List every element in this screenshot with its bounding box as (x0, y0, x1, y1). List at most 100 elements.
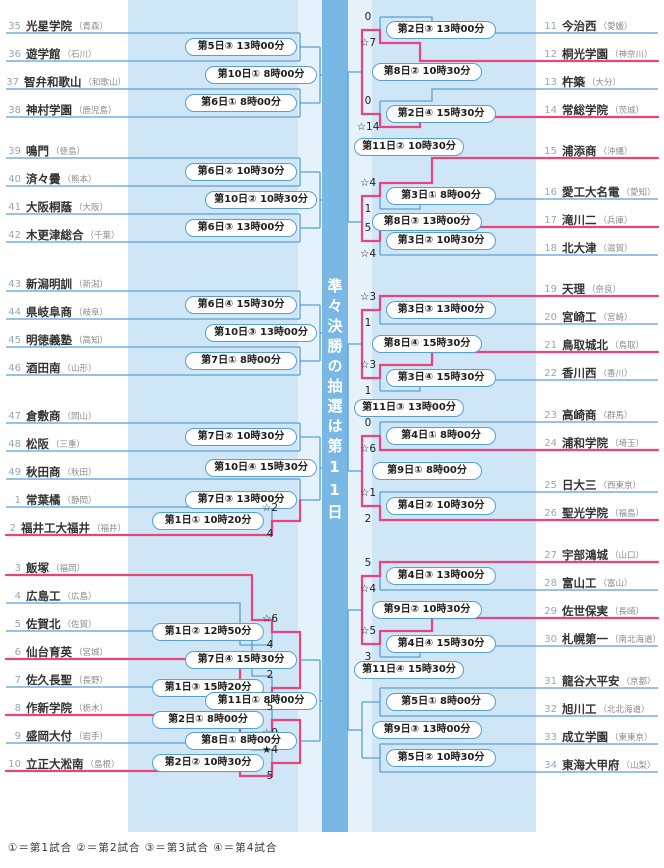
score-bottom: ☆4 (359, 248, 377, 260)
team-name: 浦和学院 (562, 435, 608, 450)
score-top: 0 (364, 95, 372, 107)
match-d10g2: 第10日② 10時30分 (205, 191, 317, 209)
team-prefecture: 山形 (63, 364, 97, 374)
winner-path (360, 156, 660, 224)
match-d11g1: 第11日① 8時00分 (205, 692, 317, 710)
team-13: 13 杵築大分 (540, 73, 662, 88)
team-number: 15 (544, 146, 557, 157)
team-number: 2 (9, 523, 16, 534)
match-d5g1: 第5日① 8時00分 (386, 693, 496, 711)
team-name: 佐世保実 (562, 603, 608, 618)
team-name: 桐光学園 (562, 46, 608, 61)
team-name: 済々黌 (26, 171, 61, 186)
winner-path (360, 469, 660, 522)
match-d9g2: 第9日② 10時30分 (372, 601, 482, 619)
team-prefecture: 青森 (74, 22, 108, 32)
team-48: 48 松阪三重 (4, 435, 126, 450)
team-number: 35 (8, 21, 21, 32)
match-d9g3: 第9日③ 13時00分 (372, 721, 482, 739)
team-prefecture: 愛媛 (599, 22, 633, 32)
team-number: 26 (544, 508, 557, 519)
team-prefecture: 長崎 (610, 607, 644, 617)
match-d1g1: 第1日① 10時20分 (152, 512, 264, 530)
score-bottom: ☆4 (359, 583, 377, 595)
score-top: ☆5 (359, 625, 377, 637)
team-name: 宇部鴻城 (562, 547, 608, 562)
team-44: 44 県岐阜商岐阜 (4, 303, 126, 318)
team-29: 29 佐世保実長崎 (540, 602, 662, 617)
team-prefecture: 静岡 (63, 496, 97, 506)
match-d3g1: 第3日① 8時00分 (386, 187, 496, 205)
team-45: 45 明徳義塾高知 (4, 331, 126, 346)
team-5: 5 佐賀北佐賀 (4, 615, 126, 630)
team-number: 12 (544, 49, 557, 60)
team-47: 47 倉敷商岡山 (4, 407, 126, 422)
team-25: 25 日大三西東京 (540, 476, 662, 491)
match-d3g2: 第3日② 10時30分 (386, 232, 496, 250)
match-d3g3: 第3日③ 13時00分 (386, 301, 496, 319)
score-bottom: 3 (364, 651, 372, 663)
team-name: 鳥取城北 (562, 337, 608, 352)
team-prefecture: 徳島 (51, 147, 85, 157)
winner-path (360, 560, 660, 612)
match-d7g1: 第7日① 8時00分 (185, 352, 297, 370)
team-name: 高崎商 (562, 407, 597, 422)
team-number: 21 (544, 340, 557, 351)
team-number: 19 (544, 284, 557, 295)
team-number: 38 (8, 105, 21, 116)
team-36: 36 遊学館石川 (4, 45, 126, 60)
team-12: 12 桐光学園神奈川 (540, 45, 662, 60)
team-name: 大阪桐蔭 (26, 199, 72, 214)
team-number: 27 (544, 550, 557, 561)
team-number: 28 (544, 578, 557, 589)
match-d10g3: 第10日③ 13時00分 (205, 324, 317, 342)
team-30: 30 札幌第一南北海道 (540, 630, 662, 645)
team-prefecture: 沖縄 (599, 147, 633, 157)
team-prefecture: 岩手 (74, 732, 108, 742)
team-24: 24 浦和学院埼玉 (540, 434, 662, 449)
team-11: 11 今治西愛媛 (540, 17, 662, 32)
team-name: 松阪 (26, 436, 49, 451)
score-top: ☆4 (359, 177, 377, 189)
team-41: 41 大阪桐蔭大阪 (4, 198, 126, 213)
bracket-line (380, 88, 658, 102)
team-name: 飯塚 (26, 560, 49, 575)
team-name: 遊学館 (26, 46, 61, 61)
match-d3g4: 第3日④ 15時30分 (386, 369, 496, 387)
team-name: 秋田商 (26, 464, 61, 479)
winner-path (360, 294, 660, 346)
team-name: 滝川二 (562, 212, 597, 227)
score-bottom: 1 (364, 385, 372, 397)
match-d8g4: 第8日④ 15時30分 (372, 335, 482, 353)
match-d9g1: 第9日① 8時00分 (372, 462, 482, 480)
team-number: 47 (8, 411, 21, 422)
team-name: 天理 (562, 281, 585, 296)
match-d10g1: 第10日① 8時00分 (205, 66, 317, 84)
team-6: 6 仙台育英宮城 (4, 643, 126, 658)
score-bottom: 5 (266, 770, 274, 782)
team-name: 光星学院 (26, 18, 72, 33)
score-bottom: ☆7 (359, 37, 377, 49)
team-name: 佐賀北 (26, 616, 61, 631)
team-name: 香川西 (562, 365, 597, 380)
team-number: 45 (8, 335, 21, 346)
team-prefecture: 北北海道 (599, 705, 650, 715)
team-name: 常総学院 (562, 102, 608, 117)
match-d6g2: 第6日② 10時30分 (185, 163, 297, 181)
team-14: 14 常総学院茨城 (540, 101, 662, 116)
team-18: 18 北大津滋賀 (540, 239, 662, 254)
team-9: 9 盛岡大付岩手 (4, 727, 126, 742)
team-prefecture: 山梨 (622, 761, 656, 771)
score-top: ☆2 (261, 502, 279, 514)
team-prefecture: 山口 (610, 551, 644, 561)
team-number: 29 (544, 606, 557, 617)
team-number: 6 (14, 647, 21, 658)
team-number: 41 (8, 202, 21, 213)
team-name: 明徳義塾 (26, 332, 72, 347)
team-prefecture: 高知 (74, 336, 108, 346)
team-name: 酒田南 (26, 360, 61, 375)
team-26: 26 聖光学院福島 (540, 504, 662, 519)
team-prefecture: 富山 (599, 579, 633, 589)
team-name: 広島工 (26, 588, 61, 603)
score-top: ★4 (261, 744, 279, 756)
